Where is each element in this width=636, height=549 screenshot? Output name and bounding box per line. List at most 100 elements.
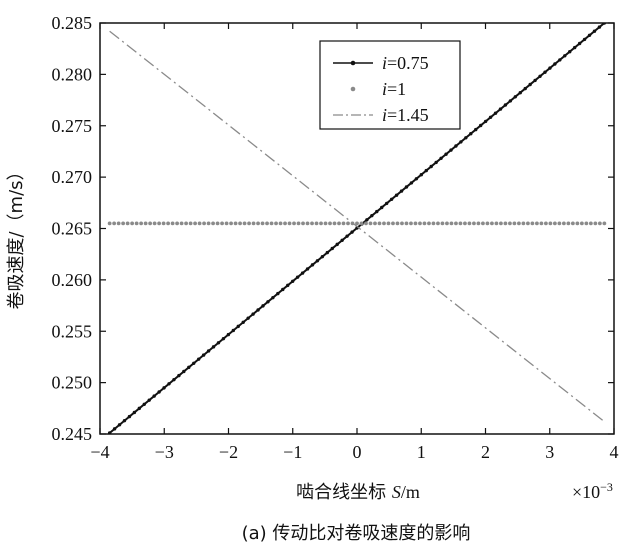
series-point — [341, 221, 346, 226]
series-point — [467, 221, 472, 226]
y-tick-label: 0.265 — [52, 219, 93, 239]
series-point — [503, 103, 508, 107]
series-point — [139, 221, 144, 226]
series-point — [315, 259, 320, 263]
legend-box — [319, 40, 461, 130]
series-point — [413, 221, 418, 226]
x-multiplier-exponent: −3 — [600, 480, 613, 494]
series-point — [251, 312, 255, 316]
x-tick-label: 4 — [610, 442, 619, 462]
series-point — [498, 107, 503, 111]
legend-label: i=1.45 — [382, 105, 429, 125]
series-point — [483, 119, 488, 124]
series-point — [211, 221, 215, 226]
series-point — [238, 221, 242, 226]
series-point — [572, 45, 577, 50]
series-point — [236, 324, 240, 329]
series-point — [265, 221, 269, 226]
series-point — [215, 221, 220, 226]
series-point — [575, 221, 580, 226]
series-point — [444, 152, 448, 156]
series-point — [161, 221, 166, 226]
x-axis-label-prefix: 啮合线坐标 — [296, 482, 392, 503]
series-point — [382, 221, 386, 226]
series-point — [220, 221, 224, 226]
series-point — [481, 221, 485, 226]
x-tick-label: 2 — [481, 442, 490, 462]
series-point — [274, 221, 278, 226]
series-point — [399, 189, 404, 193]
series-2 — [109, 30, 605, 423]
series-point — [319, 221, 323, 226]
series-point — [221, 336, 226, 341]
series-point — [281, 287, 285, 292]
series-point — [558, 58, 562, 62]
tick-layer: −4 −3 −2 −1 0 1 2 3 4 0.245 0.250 0.255 0.260 0.265 0.… — [52, 13, 619, 462]
series-point — [552, 221, 557, 226]
series-point — [197, 221, 202, 226]
series-point — [301, 221, 305, 226]
series-1 — [107, 221, 607, 226]
series-point — [346, 221, 350, 226]
y-tick-label: 0.285 — [52, 13, 93, 33]
series-point — [337, 221, 341, 226]
series-point — [469, 131, 473, 136]
series-point — [440, 221, 445, 226]
series-point — [172, 377, 176, 382]
x-tick-label: −3 — [155, 442, 174, 462]
series-point — [454, 144, 458, 148]
series-point — [563, 54, 567, 58]
series-point — [269, 221, 274, 226]
series-point — [130, 221, 135, 226]
series-point — [553, 62, 557, 66]
series-point — [587, 33, 592, 37]
series-point — [216, 341, 221, 345]
series-point — [233, 221, 238, 226]
series-point — [566, 221, 571, 226]
series-point — [365, 218, 369, 222]
series-point — [528, 82, 532, 87]
series-point — [543, 221, 548, 226]
x-tick-label: −1 — [283, 442, 302, 462]
series-point — [512, 221, 517, 226]
series-point — [226, 332, 231, 337]
series-point — [127, 414, 132, 419]
series-point — [305, 221, 310, 226]
series-point — [490, 221, 494, 226]
series-point — [503, 221, 508, 226]
series-point — [276, 291, 280, 296]
series-point — [170, 221, 175, 226]
series-point — [142, 402, 146, 406]
series-point — [391, 221, 395, 226]
series-point — [499, 221, 503, 226]
series-point — [231, 328, 236, 333]
series-point — [597, 221, 602, 226]
series-layer — [107, 23, 607, 434]
series-point — [201, 353, 206, 357]
series-point — [508, 99, 513, 103]
series-point — [418, 221, 422, 226]
series-point — [359, 221, 364, 226]
series-point — [561, 221, 566, 226]
x-axis-label: 啮合线坐标 S/m — [296, 482, 420, 503]
series-point — [242, 221, 247, 226]
x-multiplier-base: ×10 — [572, 482, 600, 502]
series-point — [202, 221, 206, 226]
series-point — [328, 221, 332, 226]
series-point — [436, 221, 440, 226]
series-point — [251, 221, 256, 226]
series-point — [593, 221, 598, 226]
series-point — [286, 283, 290, 288]
series-point — [530, 221, 535, 226]
series-point — [431, 221, 436, 226]
series-point — [229, 221, 233, 226]
series-point — [493, 111, 498, 115]
series-point — [193, 221, 197, 226]
series-point — [373, 221, 377, 226]
series-point — [533, 78, 537, 83]
series-point — [449, 148, 453, 152]
legend: i=0.75i=1i=1.45 — [319, 40, 461, 130]
y-tick-label: 0.260 — [52, 270, 93, 290]
series-line — [109, 30, 605, 423]
